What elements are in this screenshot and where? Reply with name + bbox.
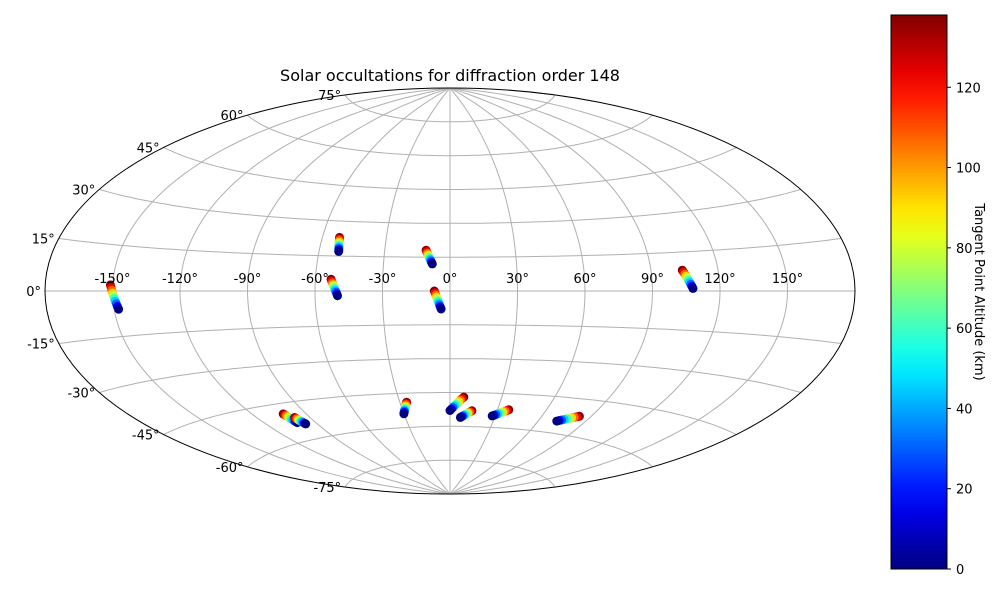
y-tick-label: 30° [72,184,95,199]
grid-lines [45,88,855,494]
x-tick-label: -60° [301,272,329,287]
colorbar-tick-label: 60 [956,322,973,337]
data-point [427,259,437,269]
parallel-line [99,358,801,393]
colorbar-ticks: 0 20 40 60 80 100 120 [947,81,981,578]
x-tick-labels: -150° -120° -90° -60° -30° 0° 30° 60° 90° 120° 150… [94,272,803,287]
x-tick-label: 60° [573,272,596,287]
x-tick-label: 30° [506,272,529,287]
colorbar-tick-label: 120 [956,81,981,96]
data-point [688,283,698,293]
y-tick-label: 60° [220,109,243,124]
x-tick-label: -90° [234,272,262,287]
parallel-line [163,392,737,435]
chart-title: Solar occultations for diffraction order… [280,66,620,85]
data-point [399,409,409,419]
colorbar-tick-label: 100 [956,162,981,177]
y-tick-label: 0° [26,285,41,300]
data-point [445,406,455,415]
y-tick-label: -75° [313,481,341,496]
x-tick-label: 150° [772,272,803,287]
y-tick-label: -15° [27,338,55,353]
x-tick-label: 90° [641,272,664,287]
x-tick-label: -30° [369,272,397,287]
parallel-line [247,425,653,468]
y-tick-label: -45° [132,429,160,444]
parallel-line [99,189,801,224]
parallel-line [58,324,842,344]
x-tick-label: -150° [94,272,130,287]
y-tick-label: -60° [216,461,244,476]
y-tick-labels: -75° -60° -45° -30° -15° 0° 15° 30° 45° 60° 75° [26,89,341,496]
colorbar-tick-label: 0 [956,563,964,578]
x-tick-label: 0° [443,272,458,287]
y-tick-label: 45° [137,141,160,156]
map-boundary [44,87,856,495]
data-point [334,246,344,256]
colorbar-tick-label: 20 [956,483,973,498]
y-tick-label: 15° [32,232,55,247]
data-point [301,419,311,429]
data-point [455,412,465,422]
parallel-line [163,147,737,190]
x-tick-label: -120° [162,272,198,287]
y-tick-label: 75° [318,89,341,104]
parallel-line [344,94,556,123]
colorbar [890,14,948,570]
colorbar-label: Tangent Point Altitude (km) [971,202,986,380]
data-point [436,304,446,314]
parallel-line [247,114,653,157]
parallel-line [344,459,556,488]
colorbar-tick-label: 80 [956,242,973,257]
colorbar-tick-label: 40 [956,402,973,417]
data-point [333,291,342,301]
data-point [487,411,497,421]
data-point [552,416,562,426]
data-point [114,304,124,314]
data-points [105,232,698,429]
x-tick-label: 120° [704,272,735,287]
parallel-line [58,238,842,258]
y-tick-label: -30° [68,387,96,402]
